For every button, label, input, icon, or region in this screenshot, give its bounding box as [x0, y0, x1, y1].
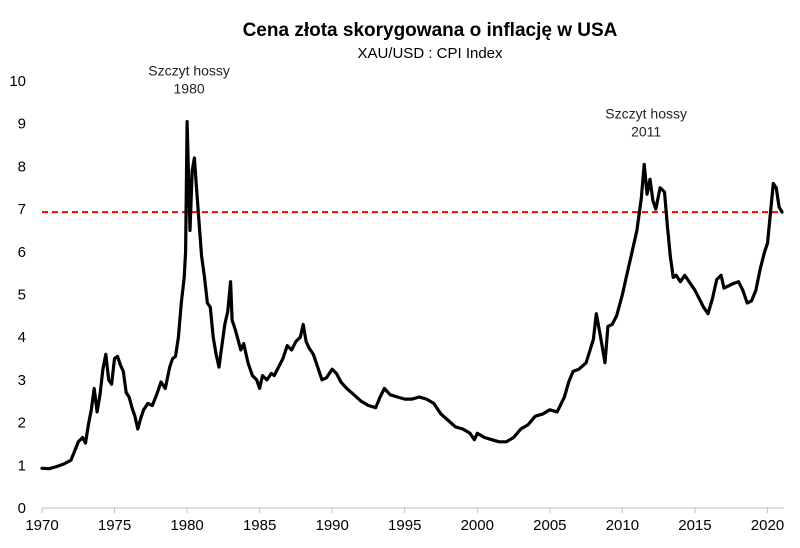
- x-axis-tick-marks: [41, 508, 768, 513]
- x-tick-label: 1975: [98, 517, 131, 534]
- chart-subtitle: XAU/USD : CPI Index: [357, 45, 503, 62]
- y-tick-label: 3: [18, 372, 26, 389]
- x-tick-label: 1970: [25, 517, 58, 534]
- series-group: [40, 120, 784, 471]
- y-tick-label: 8: [18, 158, 26, 175]
- y-tick-label: 2: [18, 415, 26, 432]
- annotation-label: Szczyt hossy: [605, 105, 687, 121]
- x-tick-label: 2000: [461, 517, 494, 534]
- x-tick-label: 2010: [606, 517, 639, 534]
- x-axis-ticks: 1970 1975 1980 1985 1990 1995 2000 2005 2010 2015…: [25, 517, 784, 534]
- x-tick-label: 2015: [678, 517, 711, 534]
- annotation-label: Szczyt hossy: [148, 63, 230, 79]
- y-tick-label: 0: [18, 500, 26, 517]
- annotation-year: 1980: [174, 81, 205, 97]
- x-tick-label: 2020: [751, 517, 784, 534]
- chart-title: Cena złota skorygowana o inflację w USA: [243, 20, 618, 41]
- y-tick-label: 4: [18, 329, 26, 346]
- x-tick-label: 1980: [170, 517, 203, 534]
- y-tick-label: 5: [18, 287, 26, 304]
- y-tick-label: 9: [18, 116, 26, 133]
- y-tick-label: 6: [18, 244, 26, 261]
- y-tick-label: 7: [18, 201, 26, 218]
- x-tick-label: 2005: [533, 517, 566, 534]
- x-tick-label: 1985: [243, 517, 276, 534]
- x-tick-label: 1990: [316, 517, 349, 534]
- y-tick-label: 1: [18, 457, 26, 474]
- y-axis-ticks: 0 1 2 3 4 5 6 7 8 9 10: [9, 73, 26, 517]
- x-tick-label: 1995: [388, 517, 421, 534]
- price-series-line: [40, 120, 784, 471]
- annotation-year: 2011: [631, 123, 661, 139]
- annotations: Szczyt hossy 1980 Szczyt hossy 2011: [148, 63, 687, 140]
- y-tick-label: 10: [9, 73, 26, 90]
